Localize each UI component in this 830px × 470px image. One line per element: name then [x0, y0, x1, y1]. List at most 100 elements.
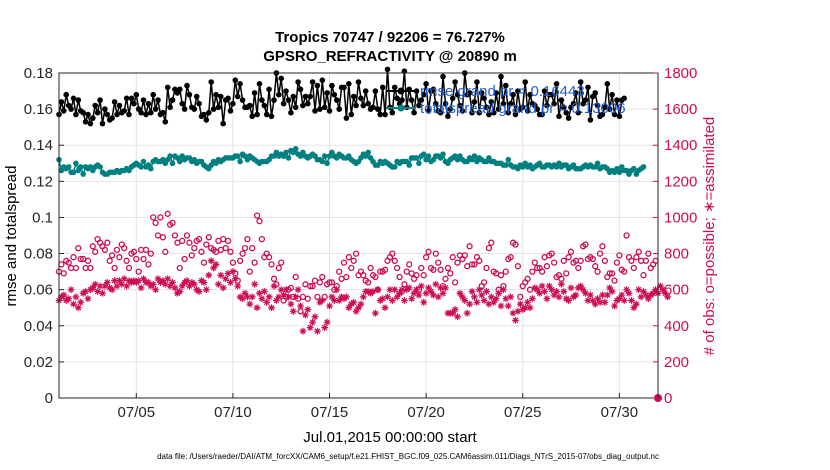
rmse-point: [131, 100, 137, 107]
rmse-point: [150, 91, 156, 98]
rmse-point: [210, 106, 217, 112]
assimilated-obs-point: [152, 286, 160, 294]
assimilated-obs-point: [400, 297, 408, 304]
totalspread-point: [391, 164, 398, 170]
rmse-point: [271, 97, 277, 103]
assimilated-obs-point: [635, 286, 643, 294]
rmse-point: [382, 111, 388, 118]
rmse-point: [109, 115, 115, 121]
assimilated-obs-point: [65, 295, 73, 303]
rmse-point: [307, 93, 314, 100]
assimilated-obs-point: [485, 300, 493, 308]
assimilated-obs-point: [572, 291, 580, 299]
rmse-point: [348, 111, 355, 118]
assimilated-obs-point: [478, 291, 486, 299]
assimilated-obs-point: [289, 307, 297, 315]
possible-obs-point: [596, 250, 604, 257]
possible-obs-point: [336, 268, 343, 275]
totalspread-point: [234, 153, 241, 159]
assimilated-obs-point: [224, 270, 232, 277]
assimilated-obs-point: [524, 298, 531, 306]
totalspread-point: [425, 153, 432, 159]
rmse-point: [256, 81, 263, 87]
rmse-point: [251, 90, 258, 96]
assimilated-obs-point: [318, 297, 326, 304]
assimilated-obs-point: [72, 293, 80, 301]
possible-obs-point: [147, 250, 154, 257]
assimilated-obs-point: [642, 291, 650, 299]
assimilated-obs-point: [454, 313, 461, 321]
possible-obs-point: [517, 293, 524, 301]
possible-obs-point: [113, 246, 121, 254]
assimilated-obs-point: [350, 298, 358, 306]
rmse-point: [350, 93, 357, 100]
possible-obs-point: [162, 248, 169, 255]
rmse-point: [85, 111, 91, 118]
rmse-point: [394, 95, 400, 102]
rmse-point: [97, 97, 103, 103]
assimilated-obs-point: [386, 286, 394, 294]
assimilated-obs-point: [584, 297, 592, 304]
assimilated-obs-point: [227, 279, 234, 286]
possible-obs-point: [396, 273, 403, 281]
rmse-series: [56, 66, 627, 127]
assimilated-obs-point: [456, 289, 464, 297]
assimilated-obs-point: [186, 282, 193, 290]
chart-title: Tropics 70747 / 92206 = 76.727%: [275, 29, 505, 46]
rmse-point: [300, 102, 306, 109]
rmse-point: [346, 81, 352, 87]
rmse-point: [355, 79, 362, 85]
assimilated-obs-point: [451, 306, 459, 313]
rmse-point: [411, 109, 417, 116]
rmse-point: [247, 102, 253, 109]
possible-obs-point: [538, 268, 546, 275]
assimilated-obs-point: [154, 275, 162, 283]
x-tick-label: 07/20: [407, 404, 445, 421]
assimilated-obs-point: [215, 280, 222, 288]
assimilated-obs-point: [413, 286, 420, 294]
totalspread-point: [285, 155, 292, 161]
possible-obs-point: [432, 250, 439, 257]
rmse-point: [169, 97, 176, 103]
possible-obs-point: [507, 254, 514, 261]
rmse-point: [474, 79, 480, 85]
rmse-point: [493, 90, 500, 96]
assimilated-obs-point: [379, 295, 387, 303]
totalspread-point: [365, 149, 372, 156]
assimilated-obs-point: [615, 295, 623, 303]
totalspread-point: [77, 164, 84, 170]
rmse-point: [321, 104, 328, 111]
possible-obs-point: [437, 266, 444, 273]
possible-obs-point: [616, 252, 623, 259]
possible-obs-point: [418, 264, 425, 272]
assimilated-obs-point: [536, 289, 544, 297]
rmse-point: [314, 82, 321, 89]
y-tick-label: 0.04: [24, 318, 53, 335]
totalspread-point: [616, 169, 623, 176]
rmse-point: [160, 109, 166, 116]
rmse-point: [239, 97, 246, 103]
assimilated-obs-point: [601, 298, 609, 306]
rmse-point: [519, 104, 526, 111]
assimilated-obs-point: [89, 284, 97, 292]
assimilated-obs-point: [91, 280, 99, 288]
assimilated-obs-point: [265, 293, 273, 301]
assimilated-obs-point: [495, 289, 502, 297]
rmse-point: [288, 109, 294, 116]
possible-obs-point: [420, 272, 427, 279]
rmse-point: [551, 100, 557, 107]
possible-obs-point: [454, 259, 461, 266]
assimilated-obs-point: [248, 293, 256, 301]
assimilated-obs-point: [608, 288, 616, 295]
assimilated-obs-point: [497, 302, 505, 310]
assimilated-obs-point: [280, 291, 288, 299]
assimilated-obs-point: [410, 289, 418, 297]
rmse-point: [143, 111, 149, 118]
totalspread-point: [640, 164, 647, 170]
assimilated-obs-point: [548, 286, 556, 294]
possible-obs-point: [449, 254, 456, 261]
rmse-point: [162, 119, 169, 125]
rmse-point: [365, 100, 372, 107]
assimilated-obs-point: [161, 280, 169, 288]
rmse-point: [259, 97, 265, 103]
